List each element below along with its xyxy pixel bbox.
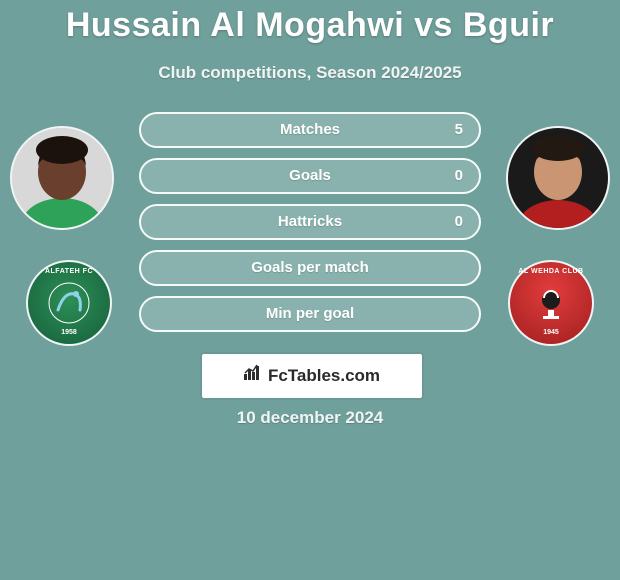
comparison-card: Hussain Al Mogahwi vs Bguir Club competi… <box>0 0 620 580</box>
club-year: 1945 <box>510 329 592 336</box>
crest-graphic-icon <box>528 280 574 326</box>
stat-pill-min-per-goal: Min per goal <box>139 296 481 332</box>
stat-label: Goals <box>289 167 331 184</box>
stat-label: Hattricks <box>278 213 342 230</box>
site-logo: FcTables.com <box>200 352 424 400</box>
club-crest-icon: ALFATEH FC 1958 <box>28 262 110 344</box>
club-badge-left: ALFATEH FC 1958 <box>26 260 112 346</box>
club-year: 1958 <box>28 329 110 336</box>
stat-value-right: 0 <box>455 160 463 192</box>
stat-pill-goals: Goals 0 <box>139 158 481 194</box>
player-portrait-left <box>10 126 114 230</box>
club-name: ALFATEH FC <box>28 268 110 275</box>
club-badge-right: AL WEHDA CLUB 1945 <box>508 260 594 346</box>
stat-pill-goals-per-match: Goals per match <box>139 250 481 286</box>
bar-chart-icon <box>244 353 262 397</box>
stat-value-right: 5 <box>455 114 463 146</box>
avatar-icon <box>12 128 112 228</box>
stat-value-right: 0 <box>455 206 463 238</box>
logo-text: FcTables.com <box>268 366 380 385</box>
page-title: Hussain Al Mogahwi vs Bguir <box>0 0 620 45</box>
club-name: AL WEHDA CLUB <box>510 268 592 275</box>
page-subtitle: Club competitions, Season 2024/2025 <box>0 63 620 83</box>
stat-pill-hattricks: Hattricks 0 <box>139 204 481 240</box>
stat-pill-matches: Matches 5 <box>139 112 481 148</box>
stat-label: Matches <box>280 121 340 138</box>
club-crest-icon: AL WEHDA CLUB 1945 <box>510 262 592 344</box>
stat-label: Goals per match <box>251 259 369 276</box>
avatar-icon <box>508 128 608 228</box>
player-portrait-right <box>506 126 610 230</box>
crest-graphic-icon <box>46 280 92 326</box>
stat-label: Min per goal <box>266 305 354 322</box>
date-text: 10 december 2024 <box>0 408 620 428</box>
